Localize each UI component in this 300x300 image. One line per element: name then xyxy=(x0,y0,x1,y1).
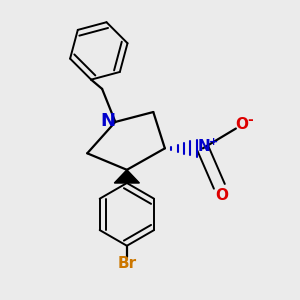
Text: N: N xyxy=(100,112,116,130)
Text: -: - xyxy=(247,113,253,127)
Text: O: O xyxy=(235,117,248,132)
Polygon shape xyxy=(114,170,140,183)
Text: Br: Br xyxy=(117,256,136,272)
Text: +: + xyxy=(209,137,218,147)
Text: N: N xyxy=(197,139,210,154)
Text: O: O xyxy=(215,188,228,203)
